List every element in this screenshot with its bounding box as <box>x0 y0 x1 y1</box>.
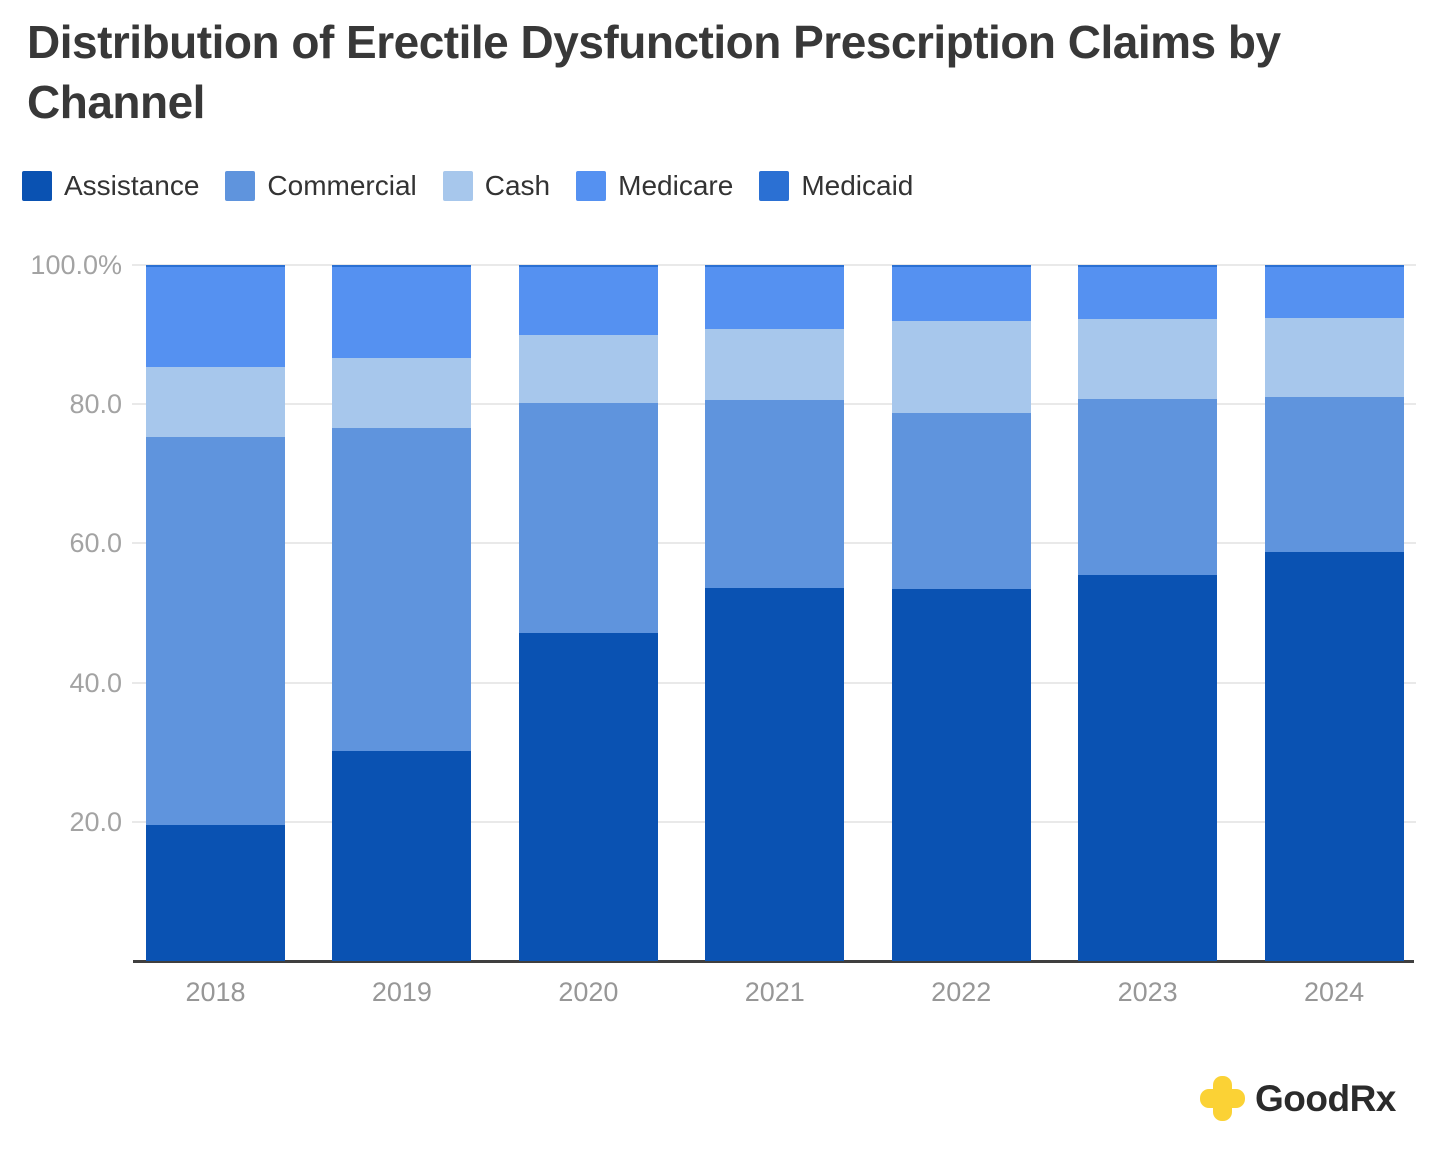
legend-swatch-commercial <box>225 171 256 201</box>
bar-2022 <box>891 264 1031 961</box>
bar-2020 <box>518 264 658 961</box>
bar-2021-segment-cash <box>705 329 845 401</box>
x-axis-tick-2023: 2023 <box>1117 977 1178 1007</box>
bar-2019-segment-medicare <box>332 267 472 359</box>
legend-swatch-medicaid <box>759 171 790 201</box>
bar-2022-segment-medicare <box>891 267 1031 321</box>
bar-2018-segment-medicaid <box>146 265 285 268</box>
x-axis-tick-2022: 2022 <box>931 977 992 1007</box>
legend-item-medicare: Medicare <box>576 170 733 202</box>
x-axis-tick-2019: 2019 <box>371 977 432 1007</box>
gridline-100 <box>132 264 1416 266</box>
bar-2023 <box>1078 264 1218 961</box>
goodrx-logo: GoodRx <box>1200 1076 1396 1121</box>
bar-2018-segment-commercial <box>146 436 285 825</box>
bar-2021-segment-commercial <box>705 400 845 588</box>
bar-2020-segment-medicaid <box>518 265 658 268</box>
bar-2021-segment-medicare <box>705 267 845 330</box>
x-axis-tick-2020: 2020 <box>558 977 619 1007</box>
y-axis-tick-100: 100.0% <box>30 250 122 280</box>
bar-2020-segment-commercial <box>518 402 658 633</box>
y-axis-tick-40: 40.0 <box>69 667 122 698</box>
bar-2023-segment-medicaid <box>1078 265 1218 268</box>
bar-2018-segment-medicare <box>146 267 285 367</box>
bar-2021-segment-medicaid <box>705 265 845 268</box>
bar-2021 <box>705 264 845 961</box>
bar-2020-segment-assistance <box>518 632 658 961</box>
legend-item-medicaid: Medicaid <box>759 170 913 202</box>
bar-2023-segment-commercial <box>1078 398 1218 575</box>
bar-2022-segment-commercial <box>891 412 1031 590</box>
legend-item-commercial: Commercial <box>225 170 417 202</box>
x-axis-tick-2018: 2018 <box>185 977 246 1007</box>
legend-swatch-medicare <box>576 171 607 201</box>
legend-item-cash: Cash <box>442 170 551 202</box>
bar-2019-segment-commercial <box>332 427 472 751</box>
bar-2020-segment-medicare <box>518 267 658 336</box>
bar-2024-segment-medicaid <box>1264 265 1404 268</box>
bar-2018 <box>146 264 285 961</box>
bar-2024-segment-assistance <box>1264 551 1404 961</box>
bar-2024 <box>1264 264 1404 961</box>
bar-2019-segment-assistance <box>332 750 472 961</box>
bar-2019-segment-medicaid <box>332 265 472 268</box>
bar-2020-segment-cash <box>518 335 658 403</box>
legend-label-assistance: Assistance <box>64 170 200 201</box>
bar-2019 <box>332 264 472 961</box>
legend-swatch-assistance <box>22 171 52 201</box>
bar-2019-segment-cash <box>332 358 472 428</box>
bar-2022-segment-assistance <box>891 589 1031 961</box>
bar-2022-segment-cash <box>891 320 1031 413</box>
legend: Assistance Commercial Cash Medicare Medicaid <box>22 170 913 202</box>
legend-label-commercial: Commercial <box>267 170 417 201</box>
legend-label-medicare: Medicare <box>618 170 734 201</box>
bar-2024-segment-commercial <box>1264 396 1404 552</box>
chart-title: Distribution of Erectile Dysfunction Pre… <box>27 16 1281 128</box>
bar-2022-segment-medicaid <box>891 265 1031 268</box>
legend-label-cash: Cash <box>484 170 551 201</box>
cross-horizontal-bar <box>1200 1089 1245 1108</box>
legend-swatch-cash <box>442 171 473 201</box>
goodrx-logo-text: GoodRx <box>1255 1077 1396 1119</box>
bar-2018-segment-assistance <box>146 824 285 961</box>
x-axis-tick-2021: 2021 <box>744 977 805 1007</box>
y-axis-tick-60: 60.0 <box>69 528 122 559</box>
bar-2021-segment-assistance <box>705 587 845 961</box>
legend-item-assistance: Assistance <box>22 170 199 202</box>
bar-2024-segment-medicare <box>1264 267 1404 318</box>
x-axis-tick-2024: 2024 <box>1304 977 1365 1007</box>
x-axis-line <box>133 960 1414 963</box>
legend-label-medicaid: Medicaid <box>801 170 914 201</box>
bar-2023-segment-medicare <box>1078 267 1218 319</box>
bar-2024-segment-cash <box>1264 317 1404 397</box>
y-axis-tick-80: 80.0 <box>69 389 122 420</box>
bar-2018-segment-cash <box>146 366 285 437</box>
goodrx-cross-icon <box>1200 1076 1245 1121</box>
bar-2023-segment-cash <box>1078 318 1218 399</box>
bar-2023-segment-assistance <box>1078 574 1218 961</box>
y-axis-tick-20: 20.0 <box>69 806 122 837</box>
